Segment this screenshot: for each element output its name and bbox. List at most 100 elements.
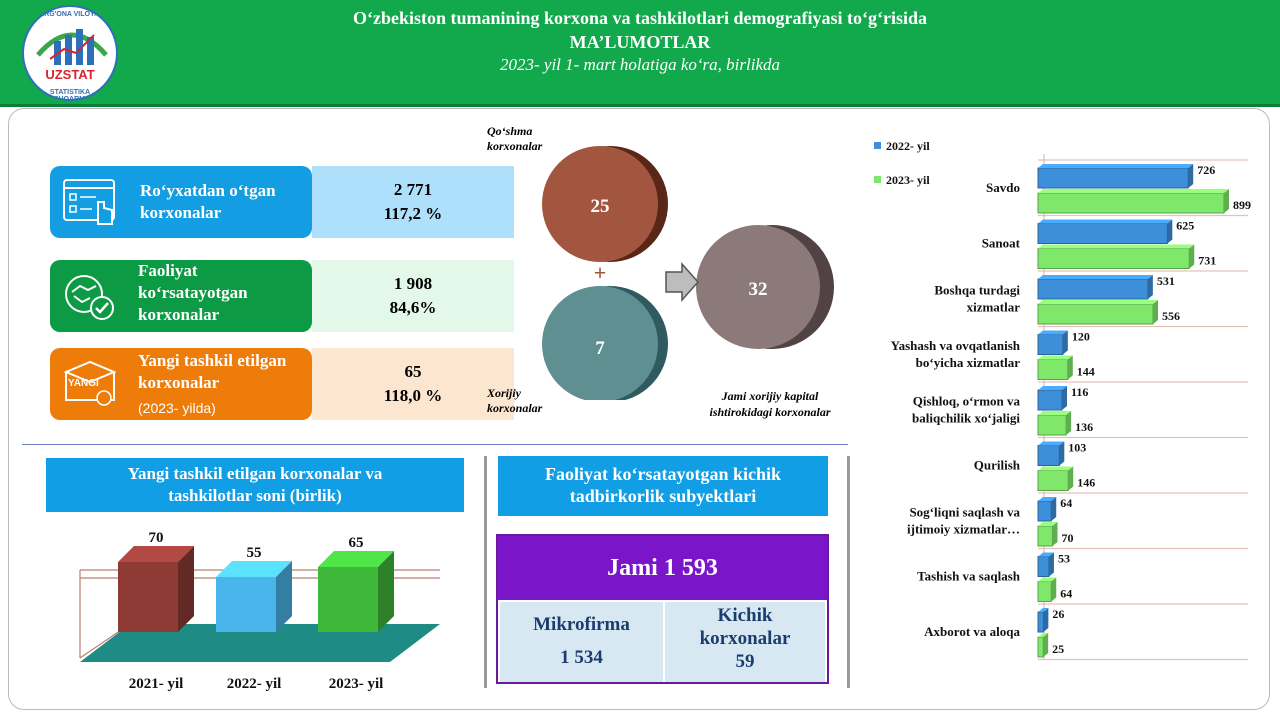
bar-side-face [1067,355,1073,380]
bar-top-face [1038,633,1049,637]
stat-active-label: Faoliyat ko‘rsatayotgan korxonalar [138,261,248,324]
bar-0-0 [1037,167,1189,189]
bar-side-1 [276,561,292,632]
stat-active-value: 1 908 [393,274,433,293]
bar-top-face [1038,466,1074,471]
circles-diagram: 25 7 32 + [542,146,834,400]
stat-registered-percent: 117,2 % [383,204,443,223]
bar-value-label: 899 [1233,198,1251,212]
bar-side-face [1062,386,1067,410]
stat-active-percent: 84,6% [389,298,437,317]
new-orgs-title-box: Yangi tashkil etilgan korxonalar va tash… [46,458,464,512]
stat-new-label-box: YANGI Yangi tashkil etilgan korxonalar (… [50,348,312,420]
small-business-title-box: Faoliyat ko‘rsatayotgan kichik tadbirkor… [498,456,828,516]
plus-icon: + [594,260,607,285]
bar-value-label: 65 [349,535,364,551]
bar-top-2 [318,551,394,567]
bar-side-face [1051,577,1057,602]
bar-top-face [1038,300,1159,304]
bar-top-face [1038,608,1049,612]
bar-0-2 [1037,278,1149,300]
category-label: Boshqa turdagi [934,282,1020,297]
bar-value-label: 556 [1162,309,1180,323]
bar-top-face [1038,411,1072,415]
bar-value-label: 146 [1077,476,1095,490]
new-box-icon-text: YANGI [68,378,99,389]
logo-name: UZSTAT [45,67,95,82]
total-foreign-label: Jami xorijiy kapital ishtirokidagi korxo… [709,389,831,419]
small-cell: Kichik korxonalar 59 [665,602,825,682]
bar-value-label: 531 [1157,274,1175,288]
page-title: O‘zbekiston tumanining korxona va tashki… [352,8,928,28]
bar-side-face [1224,189,1229,213]
bar-side-face [1062,330,1068,355]
arrow-right-icon [665,262,700,302]
page-subtitle: 2023- yil 1- mart holatiga ko‘ra, birlik… [499,55,780,74]
bar-value-label: 136 [1075,420,1093,434]
bar-side-face [1188,164,1194,188]
bar-0-3 [1037,334,1064,355]
bar-value-label: 70 [149,530,164,546]
logo-bottom-text: STATISTIKA BOSHQARMASI [43,89,97,101]
bar-top-face [1038,552,1054,557]
checklist-hand-icon [63,179,115,225]
bar-side-face [1052,522,1058,546]
chart-floor [80,624,440,662]
bar-side-0 [178,546,194,632]
bar-top-face [1038,355,1073,360]
bar-value-label: 144 [1077,365,1095,379]
bar-side-face [1059,441,1065,466]
bar-value-label: 64 [1060,587,1072,601]
bar-top-face [1038,386,1067,390]
bar-1-2 [1037,303,1154,325]
bar-1-0 [1037,192,1225,214]
bar-value-label: 53 [1058,552,1070,566]
category-label: bo‘yicha xizmatlar [916,355,1021,370]
bar-value-label: 70 [1061,531,1073,545]
category-label: Tashish va saqlash [917,568,1021,583]
bar-value-label: 25 [1052,642,1064,656]
small-business-total: Jami 1 593 [498,536,827,600]
bar-top-face [1038,497,1057,501]
bar-top-face [1038,219,1173,224]
joint-label: Qo‘shma korxonalar [487,124,543,153]
industry-chart: 2022- yil 2023- yil 726 899 625 731 531 556 120… [874,139,1251,661]
category-label: xizmatlar [967,299,1021,314]
bar-top-face [1038,522,1058,526]
bar-top-face [1038,441,1065,446]
bar-0-1 [1037,223,1168,244]
logo-emblem-icon [36,29,108,65]
bar-side-face [1043,608,1049,632]
bar-value-label: 116 [1071,385,1088,399]
bar-0-7 [1037,556,1050,577]
bar-value-label: 103 [1068,441,1086,455]
stat-active-value-box: 1 908 84,6% [312,260,514,332]
handshake-check-icon [65,275,114,320]
bar-top-face [1038,577,1057,582]
category-label: Qishloq, o‘rmon va [913,393,1021,408]
uzstat-logo: FARG'ONA VILOYATI UZSTAT STATISTIKA BOSH… [22,5,118,101]
bar-side-face [1048,552,1054,577]
bar-1-1 [1037,248,1190,269]
bar-side-face [1043,633,1049,657]
legend-label: 2022- yil [886,139,930,153]
stat-registered-label-box: Ro‘yxatdan o‘tgan korxonalar [50,166,312,238]
category-label: ijtimoiy xizmatlar… [907,521,1020,536]
bar-1-3 [1037,359,1069,380]
bar-top-face [1038,244,1195,249]
bar-value-label: 726 [1197,163,1215,177]
bar-1-7 [1037,581,1052,602]
bar-1-8 [1037,636,1044,658]
total-circle [696,225,820,349]
stat-new-label: Yangi tashkil etilgan korxonalar [138,351,287,392]
bar-side-face [1153,300,1159,324]
bar-top-face [1038,189,1229,193]
bar-side-face [1167,219,1173,244]
stat-new-value: 65 [404,362,422,381]
category-label: 2022- yil [227,676,282,692]
bar-0-6 [1037,500,1052,522]
bar-1-6 [1037,525,1053,547]
bar-top-0 [118,546,194,562]
bar-value-label: 731 [1198,254,1216,268]
page-title-line2: MA’LUMOTLAR [569,32,711,52]
